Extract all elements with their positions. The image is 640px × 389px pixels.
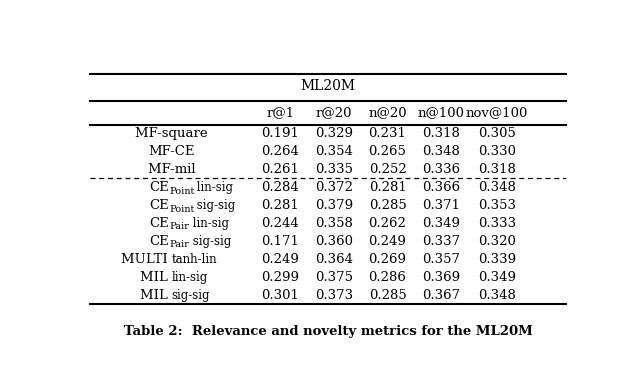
Text: 0.357: 0.357 — [422, 253, 460, 266]
Text: 0.191: 0.191 — [262, 127, 300, 140]
Text: 0.339: 0.339 — [478, 253, 516, 266]
Text: 0.371: 0.371 — [422, 199, 460, 212]
Text: 0.285: 0.285 — [369, 199, 406, 212]
Text: 0.333: 0.333 — [478, 217, 516, 230]
Text: MF-CE: MF-CE — [148, 145, 195, 158]
Text: 0.269: 0.269 — [369, 253, 406, 266]
Text: Point: Point — [170, 187, 195, 196]
Text: 0.329: 0.329 — [315, 127, 353, 140]
Text: Pair: Pair — [170, 240, 189, 249]
Text: n@20: n@20 — [368, 106, 407, 119]
Text: lin-sig: lin-sig — [189, 217, 228, 230]
Text: sig-sig: sig-sig — [189, 235, 231, 248]
Text: r@1: r@1 — [266, 106, 294, 119]
Text: 0.349: 0.349 — [478, 271, 516, 284]
Text: 0.318: 0.318 — [422, 127, 460, 140]
Text: 0.285: 0.285 — [369, 289, 406, 302]
Text: 0.284: 0.284 — [262, 181, 300, 194]
Text: lin-sig: lin-sig — [172, 271, 208, 284]
Text: 0.354: 0.354 — [315, 145, 353, 158]
Text: MIL: MIL — [140, 289, 172, 302]
Text: 0.349: 0.349 — [422, 217, 460, 230]
Text: 0.360: 0.360 — [315, 235, 353, 248]
Text: 0.281: 0.281 — [262, 199, 300, 212]
Text: CE: CE — [150, 199, 169, 212]
Text: 0.286: 0.286 — [369, 271, 406, 284]
Text: 0.367: 0.367 — [422, 289, 460, 302]
Text: Pair: Pair — [170, 223, 189, 231]
Text: 0.281: 0.281 — [369, 181, 406, 194]
Text: CE: CE — [150, 181, 169, 194]
Text: 0.366: 0.366 — [422, 181, 460, 194]
Text: 0.249: 0.249 — [262, 253, 300, 266]
Text: 0.249: 0.249 — [369, 235, 406, 248]
Text: 0.318: 0.318 — [478, 163, 516, 176]
Text: 0.171: 0.171 — [262, 235, 300, 248]
Text: 0.264: 0.264 — [262, 145, 300, 158]
Text: r@20: r@20 — [316, 106, 352, 119]
Text: sig-sig: sig-sig — [172, 289, 211, 302]
Text: sig-sig: sig-sig — [193, 199, 236, 212]
Text: MULTI: MULTI — [121, 253, 172, 266]
Text: MIL: MIL — [140, 271, 172, 284]
Text: Table 2:  Relevance and novelty metrics for the ML20M: Table 2: Relevance and novelty metrics f… — [124, 325, 532, 338]
Text: tanh-lin: tanh-lin — [172, 253, 218, 266]
Text: 0.261: 0.261 — [262, 163, 300, 176]
Text: 0.252: 0.252 — [369, 163, 406, 176]
Text: 0.244: 0.244 — [262, 217, 300, 230]
Text: 0.353: 0.353 — [478, 199, 516, 212]
Text: nov@100: nov@100 — [466, 106, 529, 119]
Text: ML20M: ML20M — [301, 79, 355, 93]
Text: 0.330: 0.330 — [478, 145, 516, 158]
Text: 0.336: 0.336 — [422, 163, 460, 176]
Text: 0.364: 0.364 — [315, 253, 353, 266]
Text: 0.369: 0.369 — [422, 271, 460, 284]
Text: 0.299: 0.299 — [261, 271, 300, 284]
Text: 0.335: 0.335 — [315, 163, 353, 176]
Text: CE: CE — [150, 217, 169, 230]
Text: Point: Point — [170, 205, 195, 214]
Text: 0.231: 0.231 — [369, 127, 406, 140]
Text: 0.373: 0.373 — [315, 289, 353, 302]
Text: MF-​mil: MF-​mil — [148, 163, 196, 176]
Text: 0.301: 0.301 — [262, 289, 300, 302]
Text: 0.358: 0.358 — [315, 217, 353, 230]
Text: 0.348: 0.348 — [478, 181, 516, 194]
Text: 0.337: 0.337 — [422, 235, 460, 248]
Text: CE: CE — [150, 235, 169, 248]
Text: 0.305: 0.305 — [478, 127, 516, 140]
Text: 0.320: 0.320 — [478, 235, 516, 248]
Text: 0.372: 0.372 — [315, 181, 353, 194]
Text: 0.375: 0.375 — [315, 271, 353, 284]
Text: 0.262: 0.262 — [369, 217, 406, 230]
Text: lin-sig: lin-sig — [193, 181, 234, 194]
Text: MF-​square: MF-​square — [136, 127, 208, 140]
Text: 0.265: 0.265 — [369, 145, 406, 158]
Text: n@100: n@100 — [417, 106, 465, 119]
Text: 0.379: 0.379 — [315, 199, 353, 212]
Text: 0.348: 0.348 — [422, 145, 460, 158]
Text: 0.348: 0.348 — [478, 289, 516, 302]
